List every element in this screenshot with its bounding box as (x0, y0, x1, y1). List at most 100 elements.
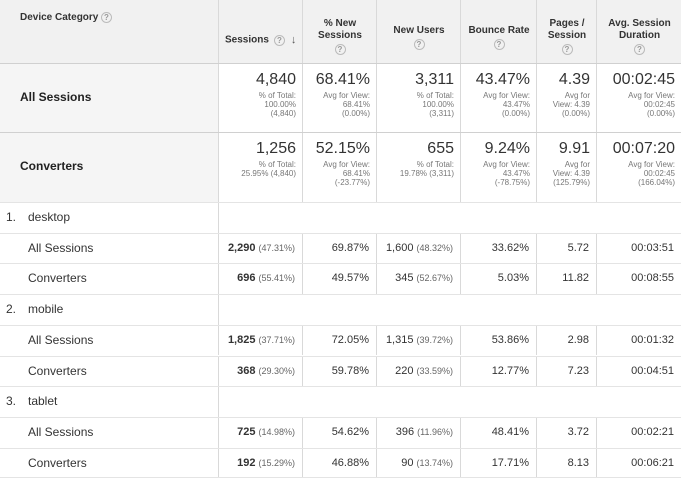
summary-metric-cell: 4,840 % of Total: 100.00% (4,840) (218, 63, 302, 132)
summary-metric-subtext: 68.41% (342, 169, 370, 178)
device-group-name[interactable]: tablet (28, 394, 58, 409)
metric-main-value: 69.87% (331, 241, 369, 254)
row-divider (0, 232, 681, 234)
help-icon-wrap: ? (537, 44, 596, 56)
sessions-value: 192 (15.29%) (237, 457, 295, 469)
pages-per-session-value: 3.72 (568, 426, 589, 438)
summary-metric-subtext: 19.78% (3,311) (399, 169, 454, 178)
new-users-value: 90 (13.74%) (401, 457, 453, 469)
row-divider (0, 447, 681, 449)
help-icon-wrap: ? (303, 44, 376, 56)
metric-main-value: 696 (237, 272, 256, 285)
row-divider (0, 202, 681, 203)
summary-metric-value: 52.15% (315, 140, 370, 157)
summary-metric-cell: 00:02:45 Avg for View: 00:02:45 (0.00%) (596, 63, 681, 132)
metric-cell: 53.86% (460, 324, 536, 356)
summary-metric-subtext: % of Total: (258, 91, 296, 100)
group-column-divider (218, 202, 219, 233)
help-icon[interactable]: ? (413, 39, 425, 50)
help-icon[interactable]: ? (334, 44, 346, 55)
column-header-4[interactable]: Bounce Rate? (460, 0, 536, 63)
summary-metric-subtext: (-23.77%) (334, 178, 370, 187)
column-header-5[interactable]: Pages / Session? (536, 0, 596, 63)
metric-main-value: 11.82 (562, 272, 589, 285)
metric-main-value: 3.72 (567, 425, 589, 438)
metric-percent-of-total: (15.29%) (258, 457, 295, 468)
sessions-value: 1,825 (37.71%) (228, 334, 295, 346)
summary-metric-subtext: Avg for View: (628, 91, 675, 100)
summary-row-label-cell: All Sessions (0, 63, 218, 132)
summary-metric-subtext: Avg for View: (628, 160, 675, 169)
metric-cell: 00:02:21 (596, 416, 681, 448)
summary-metric-value: 4,840 (255, 71, 296, 88)
device-group-row[interactable]: 1. desktop (0, 202, 681, 233)
new-sessions-value: 49.57% (332, 272, 369, 284)
summary-metric-subtext: (0.00%) (646, 109, 675, 118)
column-header-3[interactable]: New Users? (376, 0, 460, 63)
summary-metric-value: 4.39 (558, 71, 590, 88)
metric-cell: 396 (11.96%) (376, 416, 460, 448)
column-header-6[interactable]: Avg. Session Duration? (596, 0, 681, 63)
summary-metric-cell: 9.24% Avg for View: 43.47% (-78.75%) (460, 132, 536, 202)
help-icon[interactable]: ? (634, 44, 645, 55)
pages-per-session-value: 2.98 (568, 334, 589, 346)
metric-cell: 1,600 (48.32%) (376, 232, 460, 264)
summary-metric-subtext: % of Total: (416, 91, 454, 100)
metric-main-value: 2.98 (567, 333, 589, 346)
avg-session-duration-value: 00:08:55 (631, 272, 674, 284)
bounce-rate-value: 12.77% (492, 365, 529, 377)
metric-main-value: 00:03:51 (631, 241, 674, 254)
summary-metric-subtext: 100.00% (264, 100, 296, 109)
segment-row-label: All Sessions (28, 240, 94, 255)
column-header-2[interactable]: % New Sessions? (302, 0, 376, 63)
column-header-1[interactable]: Sessions? ↓ (218, 0, 302, 63)
device-group-row[interactable]: 2. mobile (0, 294, 681, 325)
metric-cell: 00:06:21 (596, 447, 681, 479)
summary-metric-subtext: 00:02:45 (643, 100, 675, 109)
segment-row-label-cell: Converters (0, 356, 218, 387)
summary-metric-subtext: Avg for View: (323, 160, 370, 169)
help-icon[interactable]: ? (273, 34, 285, 46)
metric-cell: 00:03:51 (596, 232, 681, 264)
device-group-name[interactable]: mobile (28, 302, 64, 317)
help-icon[interactable]: ? (101, 12, 112, 23)
device-group-name[interactable]: desktop (28, 210, 71, 224)
summary-metric-subtext: (0.00%) (561, 109, 590, 118)
sort-descending-icon[interactable]: ↓ (290, 34, 297, 46)
metric-percent-of-total: (48.32%) (416, 242, 453, 253)
summary-metric-subtext: (0.00%) (341, 109, 370, 118)
help-icon[interactable]: ? (561, 44, 573, 55)
group-column-divider (218, 294, 219, 325)
avg-session-duration-value: 00:06:21 (631, 457, 674, 469)
summary-row-label-cell: Converters (0, 132, 218, 202)
metric-main-value: 2,290 (227, 241, 256, 254)
metric-cell: 3.72 (536, 416, 596, 448)
metric-percent-of-total: (39.72%) (416, 334, 453, 345)
metric-cell: 46.88% (302, 447, 376, 479)
metric-percent-of-total: (55.41%) (258, 273, 295, 284)
summary-metric-value: 3,311 (415, 71, 454, 88)
summary-metric-cell: 00:07:20 Avg for View: 00:02:45 (166.04%) (596, 132, 681, 202)
summary-metric-subtext: Avg for View: (483, 160, 530, 169)
help-icon[interactable]: ? (493, 39, 505, 50)
metric-percent-of-total: (33.59%) (416, 365, 453, 376)
pages-per-session-value: 11.82 (562, 272, 589, 284)
summary-metric-value: 00:02:45 (612, 71, 675, 88)
metric-main-value: 59.78% (331, 364, 369, 377)
metric-main-value: 54.62% (331, 425, 369, 438)
summary-metric-cell: 68.41% Avg for View: 68.41% (0.00%) (302, 63, 376, 132)
bounce-rate-value: 5.03% (498, 272, 529, 284)
column-header-line: Bounce Rate (468, 25, 530, 36)
metric-percent-of-total: (52.67%) (416, 273, 453, 284)
column-header-line: Duration (618, 30, 661, 41)
summary-metric-subtext: 100.00% (422, 100, 454, 109)
bounce-rate-value: 17.71% (492, 457, 529, 469)
device-group-row[interactable]: 3. tablet (0, 386, 681, 417)
metric-cell: 11.82 (536, 263, 596, 295)
pages-per-session-value: 8.13 (568, 457, 589, 469)
metric-cell: 00:04:51 (596, 355, 681, 387)
metric-main-value: 368 (237, 364, 256, 377)
metric-main-value: 396 (395, 425, 415, 438)
help-icon-wrap: ? (377, 39, 460, 51)
metric-cell: 192 (15.29%) (218, 447, 302, 479)
